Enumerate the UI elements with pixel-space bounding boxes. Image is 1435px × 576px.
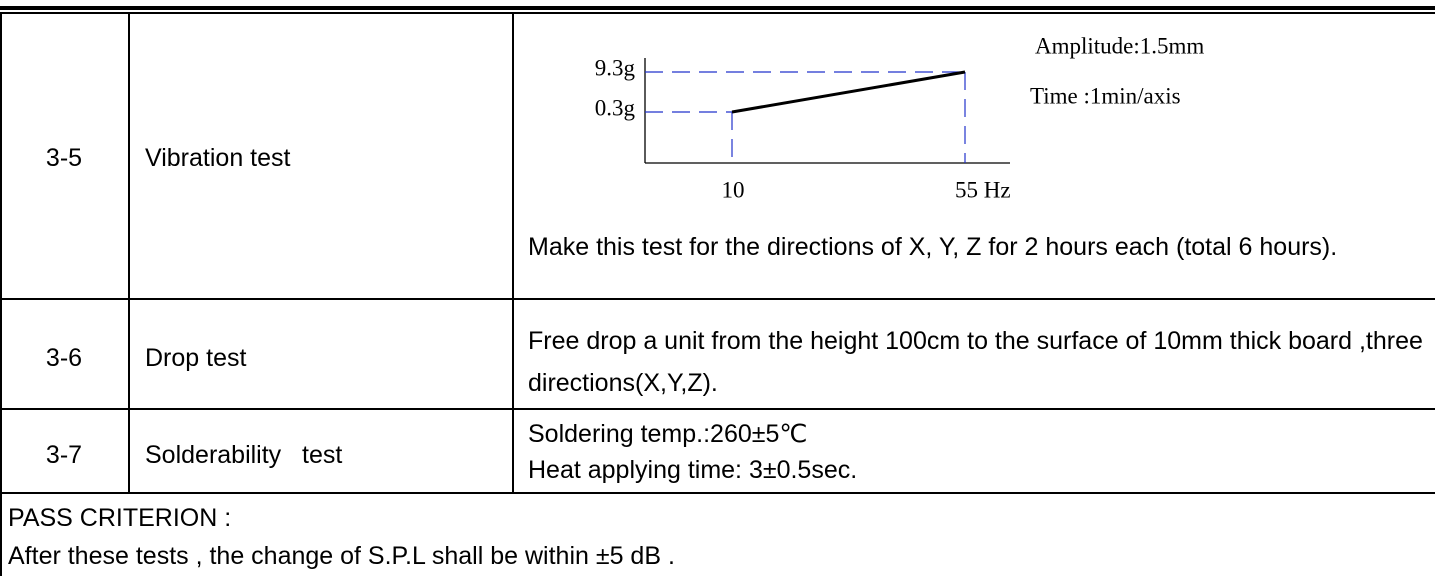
row-number: 3-5 (45, 144, 83, 172)
x-label: 55 Hz (955, 177, 1011, 202)
y-label: 9.3g (595, 55, 636, 80)
vibration-chart: 9.3g 0.3g 10 55 Hz Amplitude:1.5mm Time … (595, 33, 1205, 202)
border (0, 492, 1435, 494)
row-number: 3-7 (45, 441, 83, 469)
chart-note: Amplitude:1.5mm (1035, 33, 1204, 58)
row-number: 3-6 (45, 344, 83, 372)
border (0, 12, 2, 576)
test-condition: Make this test for the directions of X, … (528, 233, 1338, 261)
border (128, 12, 130, 492)
y-label: 0.3g (595, 95, 636, 120)
criterion-text: After these tests , the change of S.P.L … (8, 542, 675, 570)
test-item: Drop test (145, 344, 247, 372)
sweep-line (731, 70, 966, 114)
test-condition: Free drop a unit from the height 100cm t… (528, 327, 1423, 397)
border (0, 298, 1435, 300)
criterion-title: PASS CRITERION : (8, 504, 232, 532)
border (512, 12, 514, 492)
border (0, 12, 1435, 14)
border (0, 408, 1435, 410)
x-label: 10 (722, 177, 745, 202)
test-item: Vibration test (145, 144, 291, 172)
chart-note: Time :1min/axis (1030, 83, 1181, 108)
top-rule (0, 6, 1435, 10)
test-item: Solderability test (145, 441, 343, 469)
test-condition: Heat applying time: 3±0.5sec. (528, 456, 858, 484)
test-condition: Soldering temp.:260±5℃ (528, 420, 808, 448)
